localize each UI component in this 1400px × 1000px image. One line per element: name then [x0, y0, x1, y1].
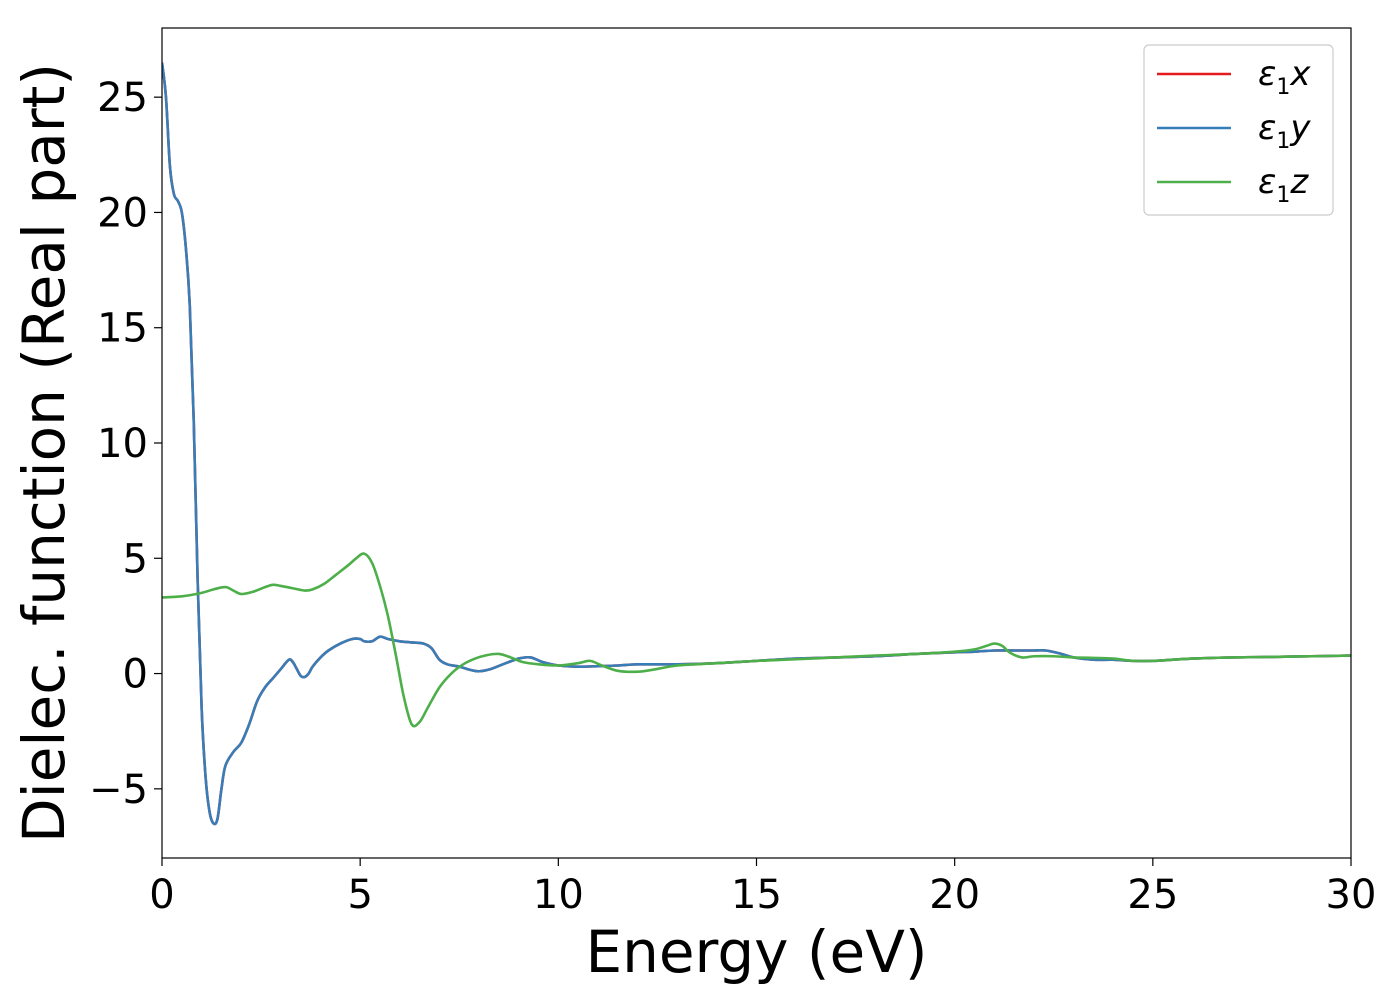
x-tick-label: 30: [1326, 872, 1377, 918]
y-tick-label: 0: [123, 652, 148, 698]
series-lines: [162, 62, 1351, 826]
y-tick-label: 5: [123, 536, 148, 582]
y-tick-label: 10: [97, 421, 148, 467]
legend-label-eps1x: ε1x: [1258, 54, 1311, 100]
legend-box: [1143, 44, 1334, 216]
x-axis-label: Energy (eV): [585, 918, 927, 986]
x-tick-label: 10: [533, 872, 584, 918]
series-line-eps1y: [162, 62, 1351, 826]
y-axis-label: Dielec. function (Real part): [10, 63, 78, 843]
y-tick-label: 20: [97, 190, 148, 236]
x-axis-ticks: 0 5 10 15 20 25 30: [149, 858, 1376, 918]
legend: ε1x ε1y ε1z: [1143, 44, 1334, 216]
x-tick-label: 5: [347, 872, 372, 918]
legend-label-eps1z: ε1z: [1258, 162, 1309, 208]
y-tick-label: −5: [89, 767, 148, 813]
x-tick-label: 25: [1127, 872, 1178, 918]
x-tick-label: 0: [149, 872, 174, 918]
x-tick-label: 20: [929, 872, 980, 918]
y-tick-label: 25: [97, 75, 148, 121]
y-axis-ticks: −5 0 5 10 15 20 25: [89, 75, 162, 813]
series-line-eps1z: [162, 552, 1351, 728]
x-tick-label: 15: [731, 872, 782, 918]
legend-label-eps1y: ε1y: [1258, 108, 1311, 154]
y-tick-label: 15: [97, 306, 148, 352]
